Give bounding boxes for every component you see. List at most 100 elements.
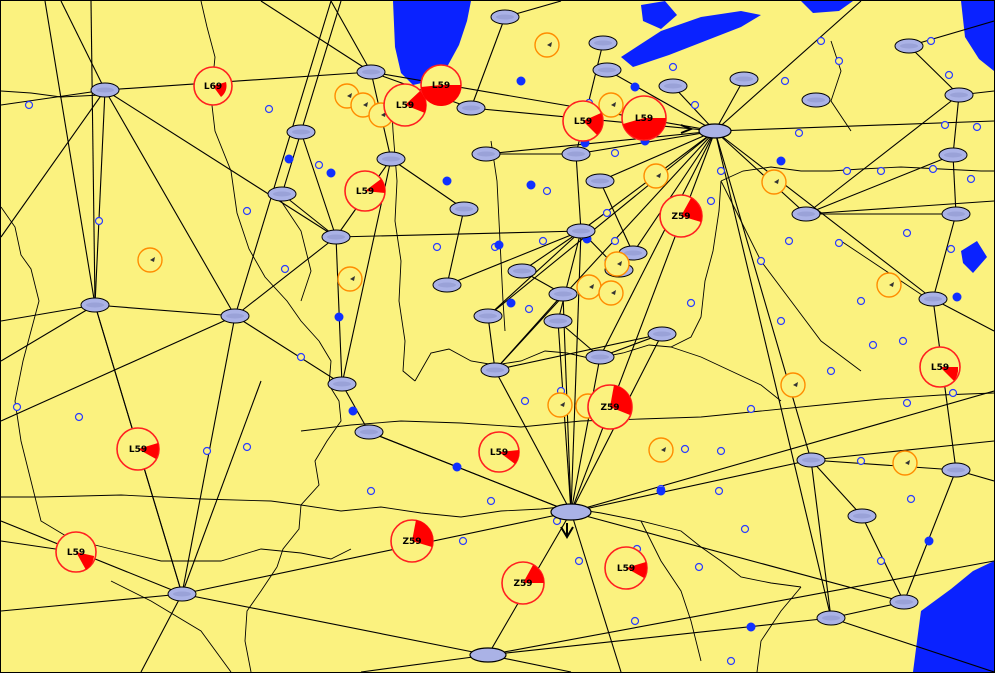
ellipse-airport-icon[interactable] [658,78,688,94]
filled-circle-fix-icon[interactable] [442,176,452,186]
open-circle-fix-icon[interactable] [686,298,696,308]
open-circle-fix-icon[interactable] [524,304,534,314]
filled-circle-fix-icon[interactable] [452,462,462,472]
open-circle-fix-icon[interactable] [780,76,790,86]
filled-circle-fix-icon[interactable] [630,82,640,92]
ellipse-airport-icon[interactable] [561,146,591,162]
open-circle-fix-icon[interactable] [602,208,612,218]
ellipse-airport-icon[interactable] [449,201,479,217]
open-circle-fix-icon[interactable] [202,446,212,456]
open-circle-fix-icon[interactable] [868,340,878,350]
open-circle-fix-icon[interactable] [946,244,956,254]
open-circle-fix-icon[interactable] [940,120,950,130]
sector-l59-j[interactable]: L59 [919,346,961,388]
ellipse-airport-icon[interactable] [791,206,821,222]
open-circle-fix-icon[interactable] [630,616,640,626]
open-circle-fix-icon[interactable] [242,442,252,452]
ellipse-airport-icon[interactable] [80,297,110,313]
ellipse-airport-icon[interactable] [286,124,316,140]
ellipse-airport-icon[interactable] [543,313,573,329]
open-circle-fix-icon[interactable] [834,56,844,66]
sector-z59-d[interactable]: Z59 [501,561,545,605]
open-circle-fix-icon[interactable] [610,148,620,158]
filled-circle-fix-icon[interactable] [494,240,504,250]
sector-l59-c[interactable]: L59 [562,100,604,142]
open-circle-fix-icon[interactable] [242,206,252,216]
open-circle-fix-icon[interactable] [74,412,84,422]
sector-l59-f[interactable]: L59 [116,427,160,471]
ellipse-airport-icon[interactable] [507,263,537,279]
ellipse-airport-icon[interactable] [90,82,120,98]
open-circle-fix-icon[interactable] [944,70,954,80]
filled-circle-fix-icon[interactable] [348,406,358,416]
open-circle-fix-icon[interactable] [740,524,750,534]
ellipse-airport-icon[interactable] [167,586,197,602]
ellipse-airport-icon[interactable] [220,308,250,324]
circle-sector-icon[interactable] [876,272,902,298]
ellipse-airport-icon[interactable] [550,503,592,521]
filled-circle-fix-icon[interactable] [924,536,934,546]
sector-z59-a[interactable]: Z59 [659,194,703,238]
ellipse-airport-icon[interactable] [585,173,615,189]
open-circle-fix-icon[interactable] [794,128,804,138]
circle-sector-icon[interactable] [780,372,806,398]
open-circle-fix-icon[interactable] [706,196,716,206]
open-circle-fix-icon[interactable] [856,456,866,466]
filled-circle-fix-icon[interactable] [526,180,536,190]
open-circle-fix-icon[interactable] [486,496,496,506]
filled-circle-fix-icon[interactable] [516,76,526,86]
ellipse-airport-icon[interactable] [267,186,297,202]
circle-sector-icon[interactable] [534,32,560,58]
open-circle-fix-icon[interactable] [902,228,912,238]
open-circle-fix-icon[interactable] [816,36,826,46]
sector-l59-b[interactable]: L59 [420,64,462,107]
open-circle-fix-icon[interactable] [432,242,442,252]
open-circle-fix-icon[interactable] [826,366,836,376]
open-circle-fix-icon[interactable] [834,238,844,248]
ellipse-airport-icon[interactable] [469,647,507,663]
open-circle-fix-icon[interactable] [520,396,530,406]
ellipse-airport-icon[interactable] [432,277,462,293]
open-circle-fix-icon[interactable] [898,336,908,346]
circle-sector-icon[interactable] [643,163,669,189]
ellipse-airport-icon[interactable] [480,362,510,378]
open-circle-fix-icon[interactable] [714,486,724,496]
open-circle-fix-icon[interactable] [876,166,886,176]
ellipse-airport-icon[interactable] [816,610,846,626]
ellipse-airport-icon[interactable] [588,35,618,51]
circle-sector-icon[interactable] [337,266,363,292]
filled-circle-fix-icon[interactable] [746,622,756,632]
ellipse-airport-icon[interactable] [592,62,622,78]
open-circle-fix-icon[interactable] [948,388,958,398]
ellipse-airport-icon[interactable] [471,146,501,162]
open-circle-fix-icon[interactable] [906,494,916,504]
open-circle-fix-icon[interactable] [264,104,274,114]
open-circle-fix-icon[interactable] [902,398,912,408]
open-circle-fix-icon[interactable] [856,296,866,306]
ellipse-airport-icon[interactable] [566,223,596,239]
filled-circle-fix-icon[interactable] [284,154,294,164]
sector-z59-c[interactable]: Z59 [390,519,434,563]
circle-sector-icon[interactable] [604,251,630,277]
open-circle-fix-icon[interactable] [876,556,886,566]
circle-sector-icon[interactable] [648,437,674,463]
filled-circle-fix-icon[interactable] [506,298,516,308]
open-circle-fix-icon[interactable] [366,486,376,496]
ellipse-airport-icon[interactable] [327,376,357,392]
open-circle-fix-icon[interactable] [784,236,794,246]
open-circle-fix-icon[interactable] [94,216,104,226]
sector-l59-h[interactable]: L59 [604,546,648,590]
ellipse-airport-icon[interactable] [321,229,351,245]
circle-sector-icon[interactable] [598,280,624,306]
filled-circle-fix-icon[interactable] [656,486,666,496]
circle-sector-icon[interactable] [761,169,787,195]
ellipse-airport-icon[interactable] [918,291,948,307]
ellipse-airport-icon[interactable] [456,100,486,116]
open-circle-fix-icon[interactable] [694,562,704,572]
filled-circle-fix-icon[interactable] [326,168,336,178]
open-circle-fix-icon[interactable] [542,186,552,196]
ellipse-airport-icon[interactable] [944,87,974,103]
filled-circle-fix-icon[interactable] [952,292,962,302]
open-circle-fix-icon[interactable] [668,62,678,72]
